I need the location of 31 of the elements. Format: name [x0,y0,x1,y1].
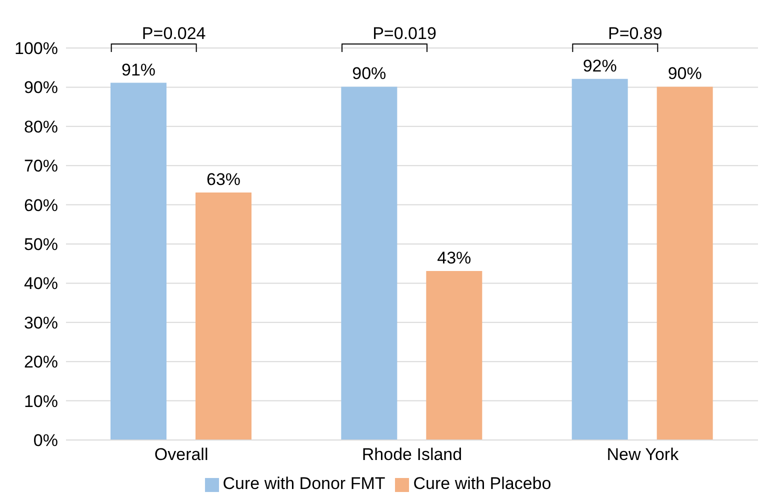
legend-label: Cure with Placebo [413,474,552,493]
bar [656,86,713,440]
y-tick-label: 70% [24,156,58,176]
data-label: 90% [352,64,386,84]
data-label: 91% [121,60,156,80]
bar [196,192,252,440]
text: P=0.89 [608,24,662,43]
bar [341,86,398,440]
y-tick-label: 90% [24,78,58,98]
bar [110,82,166,440]
y-tick-label: 30% [24,313,58,332]
data-label: 63% [206,170,241,190]
y-tick-label: 50% [24,235,58,254]
text: P=0.024 [142,24,206,43]
data-label: 43% [437,248,472,268]
data-label: 92% [582,56,617,76]
y-tick-label: 10% [24,392,58,411]
bar [572,78,628,440]
bar [426,270,482,440]
y-tick-label: 80% [24,117,58,136]
y-tick-label: 60% [24,196,58,215]
text: P=0.019 [372,24,436,43]
y-tick-label: 20% [24,352,58,372]
x-tick-label: Overall [154,445,208,464]
data-label: 90% [668,64,702,84]
x-tick-label: Rhode Island [362,445,462,464]
y-tick-label: 0% [33,431,58,450]
legend-label: Cure with Donor FMT [222,474,386,493]
x-tick-label: New York [606,445,680,464]
y-tick-label: 100% [14,39,58,58]
y-tick-label: 40% [24,274,58,294]
